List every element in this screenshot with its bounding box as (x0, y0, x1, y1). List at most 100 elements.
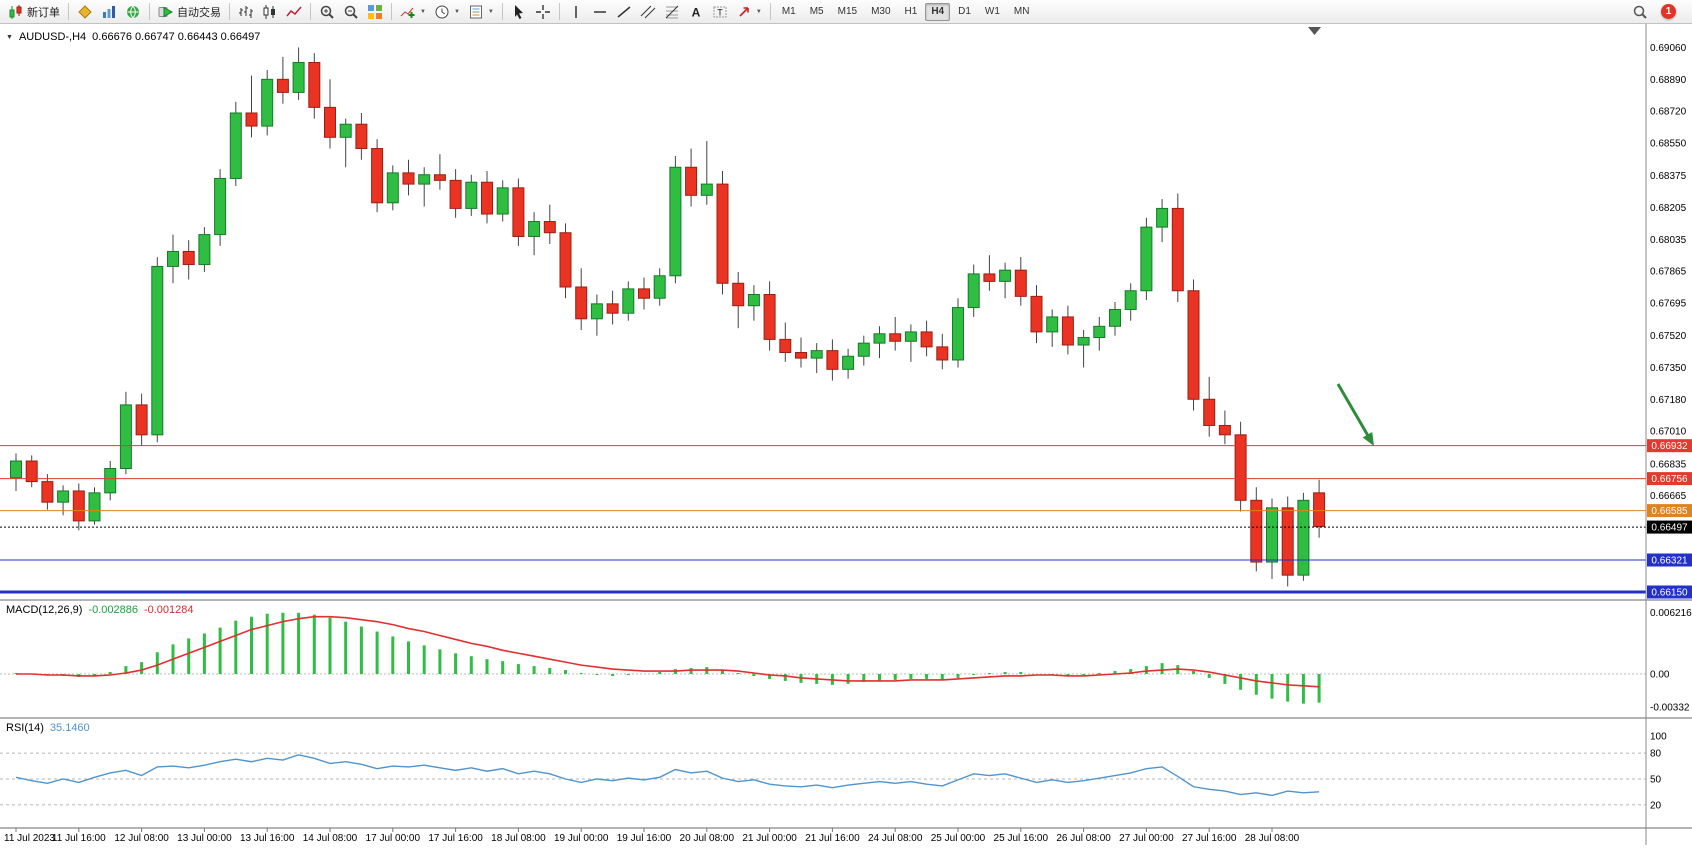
tline-icon (616, 4, 632, 20)
chart-shift-marker[interactable] (1308, 27, 1321, 35)
svg-text:0.66756: 0.66756 (1651, 474, 1688, 485)
template-icon (468, 4, 484, 20)
chevron-down-icon: ▼ (420, 8, 426, 15)
arrow-symbol-icon (736, 4, 752, 20)
svg-text:14 Jul 08:00: 14 Jul 08:00 (303, 833, 358, 844)
macd-label: MACD(12,26,9) -0.002886 -0.001284 (6, 604, 194, 616)
svg-text:100: 100 (1650, 731, 1667, 742)
panel-separators[interactable] (0, 24, 1692, 845)
chevron-down-icon: ▼ (487, 8, 494, 15)
vertical-line-button[interactable] (564, 2, 588, 22)
svg-text:0.00: 0.00 (1650, 670, 1670, 681)
text-button[interactable]: A (684, 2, 708, 22)
svg-text:26 Jul 08:00: 26 Jul 08:00 (1056, 833, 1111, 844)
crosshair-button[interactable] (531, 2, 555, 22)
cursor-button[interactable] (507, 2, 531, 22)
new-order-label: 新订单 (27, 6, 60, 19)
timeframe-W1[interactable]: W1 (984, 6, 1000, 17)
svg-text:0.67865: 0.67865 (1650, 267, 1687, 278)
green-globe-icon (125, 4, 141, 20)
rsi-panel (0, 752, 1646, 806)
timeframe-D1[interactable]: D1 (958, 6, 971, 17)
svg-text:0.67180: 0.67180 (1650, 395, 1687, 406)
price-tag (1647, 504, 1692, 518)
candlestick-mode-button[interactable] (258, 2, 282, 22)
candles (10, 47, 1326, 587)
price-levels: 0.66932 0.66756 0.66585 0.66497 0.66321 0.661… (0, 439, 1692, 599)
toolbar-buttons: 新订单 自动交易 ▼ ▼ ▼ A T ▼ (4, 2, 766, 22)
price-tag (1647, 472, 1692, 486)
timeframe-M15[interactable]: M15 (837, 6, 858, 17)
symbol-timeframe-label: AUDUSD-,H4 (18, 31, 87, 43)
mql-editor-button[interactable] (73, 2, 97, 22)
market-watch-button[interactable] (97, 2, 121, 22)
trendline-button[interactable] (612, 2, 636, 22)
line-chart-mode-button[interactable] (282, 2, 306, 22)
rsi-line (15, 754, 1320, 797)
indicators-button[interactable]: ▼ (396, 2, 430, 22)
periods-button[interactable]: ▼ (430, 2, 464, 22)
svg-text:11 Jul 2023: 11 Jul 2023 (4, 833, 55, 844)
svg-text:0.66932: 0.66932 (1651, 441, 1688, 452)
svg-text:0.66835: 0.66835 (1650, 459, 1687, 470)
svg-text:13 Jul 00:00: 13 Jul 00:00 (177, 833, 232, 844)
zoom-out-button[interactable] (339, 2, 363, 22)
timeframe-M30[interactable]: M30 (871, 6, 891, 17)
horizontal-line-button[interactable] (588, 2, 612, 22)
toolbar-separator (149, 3, 150, 20)
fibonacci-button[interactable] (660, 2, 684, 22)
svg-text:0.006216: 0.006216 (1650, 608, 1692, 619)
cursor-icon (511, 4, 527, 20)
svg-text:11 Jul 16:00: 11 Jul 16:00 (52, 833, 106, 844)
toolbar-right: 1 (1628, 2, 1688, 22)
timeframe-M1[interactable]: M1 (781, 6, 796, 17)
macd-panel (0, 612, 1646, 704)
svg-text:25 Jul 16:00: 25 Jul 16:00 (994, 833, 1049, 844)
timeframe-H1[interactable]: H1 (904, 6, 918, 17)
search-button[interactable] (1628, 2, 1652, 22)
templates-button[interactable]: ▼ (464, 2, 498, 22)
symbol-dropdown-icon[interactable]: ▼ (6, 33, 13, 41)
notification-badge[interactable]: 1 (1661, 4, 1676, 19)
timeframe-H4[interactable]: H4 (925, 2, 951, 21)
equidistant-channel-button[interactable] (636, 2, 660, 22)
text-t-icon: T (712, 4, 728, 20)
svg-text:21 Jul 16:00: 21 Jul 16:00 (805, 833, 860, 844)
blue-chart-icon (101, 4, 117, 20)
svg-text:0.67695: 0.67695 (1650, 298, 1687, 309)
bar-chart-mode-button[interactable] (234, 2, 258, 22)
new-order-icon (8, 4, 24, 20)
price-axis[interactable]: 0.69060 0.68890 0.68720 0.68550 0.68375 0.682… (1650, 43, 1692, 811)
svg-text:0.66150: 0.66150 (1651, 588, 1688, 599)
macd-title: MACD(12,26,9) (6, 604, 83, 616)
chevron-down-icon: ▼ (755, 8, 762, 15)
tile-windows-button[interactable] (363, 2, 387, 22)
price-tag (1647, 520, 1692, 534)
zoom-in-button[interactable] (315, 2, 339, 22)
search-icon (1632, 4, 1648, 20)
price-tag (1647, 439, 1692, 453)
toolbar-separator (558, 3, 560, 20)
crosshair-icon (535, 4, 551, 20)
svg-text:21 Jul 00:00: 21 Jul 00:00 (742, 833, 797, 844)
svg-text:0.67350: 0.67350 (1650, 363, 1687, 374)
navigator-button[interactable] (121, 2, 145, 22)
text-label-button[interactable]: T (708, 2, 732, 22)
arrow-annotation[interactable] (1336, 383, 1374, 446)
svg-text:0.68890: 0.68890 (1650, 75, 1687, 86)
clock-icon (434, 4, 450, 20)
new-order-button[interactable]: 新订单 (4, 2, 64, 22)
timeframe-MN[interactable]: MN (1013, 6, 1030, 17)
vline-icon (568, 4, 584, 20)
indicator-icon (400, 4, 416, 20)
chevron-down-icon: ▼ (453, 8, 460, 15)
timeframe-M5[interactable]: M5 (809, 6, 824, 17)
svg-text:0.66497: 0.66497 (1651, 523, 1688, 534)
auto-trading-button[interactable]: 自动交易 (154, 2, 225, 22)
line-icon (286, 4, 302, 20)
arrows-button[interactable]: ▼ (732, 2, 766, 22)
svg-text:27 Jul 00:00: 27 Jul 00:00 (1119, 833, 1174, 844)
toolbar-separator (310, 3, 311, 20)
